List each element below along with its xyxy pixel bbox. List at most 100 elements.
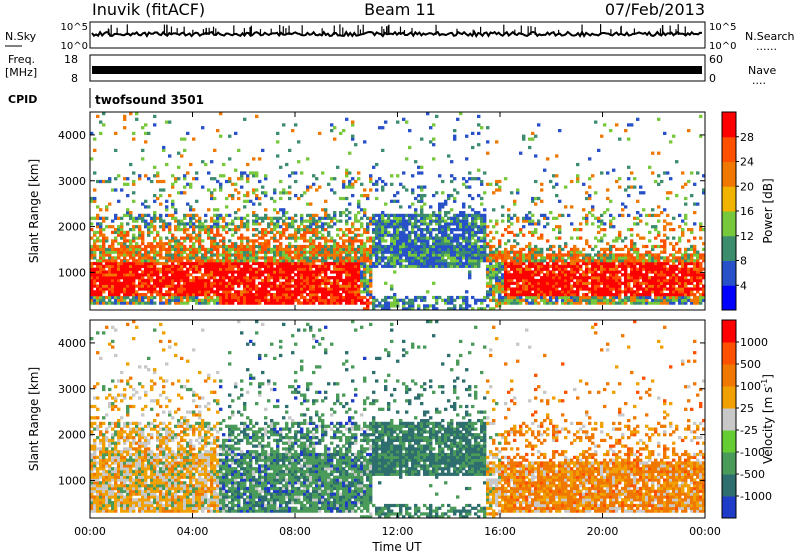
heatmap-cell <box>561 253 565 257</box>
heatmap-cell <box>495 278 499 283</box>
heatmap-cell <box>510 216 514 220</box>
heatmap-cell <box>315 222 319 226</box>
heatmap-cell <box>195 171 199 175</box>
heatmap-cell <box>123 239 127 243</box>
heatmap-cell <box>264 267 268 271</box>
heatmap-cell <box>387 256 391 260</box>
heatmap-cell <box>477 228 481 232</box>
heatmap-cell <box>165 222 169 226</box>
heatmap-cell <box>252 295 256 300</box>
heatmap-cell <box>222 174 226 178</box>
heatmap-cell <box>519 298 523 302</box>
heatmap-cell <box>123 213 127 218</box>
heatmap-cell <box>282 259 286 263</box>
heatmap-cell <box>195 236 199 240</box>
heatmap-cell <box>135 247 139 252</box>
heatmap-cell <box>405 247 409 252</box>
heatmap-cell <box>639 301 643 305</box>
heatmap-cell <box>429 247 433 252</box>
heatmap-cell <box>540 250 544 254</box>
heatmap-cell <box>219 213 223 218</box>
heatmap-cell <box>189 290 193 294</box>
heatmap-cell <box>210 177 214 181</box>
heatmap-cell <box>249 264 253 268</box>
heatmap-cell <box>324 211 328 215</box>
heatmap-cell <box>393 250 397 254</box>
heatmap-cell <box>465 157 469 161</box>
heatmap-cell <box>453 233 457 237</box>
heatmap-cell <box>627 253 631 257</box>
heatmap-cell <box>153 250 157 254</box>
heatmap-cell <box>249 293 253 297</box>
heatmap-cell <box>624 276 628 280</box>
heatmap-cell <box>309 230 313 235</box>
heatmap-cell <box>237 298 241 302</box>
heatmap-cell <box>390 247 394 252</box>
heatmap-cell <box>354 281 358 285</box>
heatmap-cell <box>312 253 316 257</box>
heatmap-cell <box>201 247 205 252</box>
heatmap-cell <box>189 295 193 300</box>
heatmap-cell <box>225 230 229 235</box>
heatmap-cell <box>120 253 124 257</box>
heatmap-cell <box>222 253 226 257</box>
heatmap-cell <box>477 244 481 249</box>
heatmap-cell <box>186 278 190 283</box>
heatmap-cell <box>582 295 586 300</box>
heatmap-cell <box>585 267 589 271</box>
heatmap-cell <box>630 293 634 297</box>
heatmap-cell <box>327 253 331 257</box>
heatmap-cell <box>513 293 517 297</box>
heatmap-cell <box>495 256 499 260</box>
heatmap-cell <box>639 276 643 280</box>
heatmap-cell <box>168 281 172 285</box>
heatmap-cell <box>219 287 223 291</box>
heatmap-cell <box>225 247 229 252</box>
heatmap-cell <box>327 256 331 260</box>
heatmap-cell <box>489 273 493 277</box>
heatmap-cell <box>384 230 388 235</box>
heatmap-cell <box>228 276 232 280</box>
heatmap-cell <box>216 273 220 277</box>
heatmap-cell <box>165 290 169 294</box>
heatmap-cell <box>363 188 367 192</box>
heatmap-cell <box>255 293 259 297</box>
heatmap-cell <box>366 216 370 220</box>
heatmap-cell <box>444 264 448 268</box>
heatmap-cell <box>279 242 283 246</box>
heatmap-cell <box>660 276 664 280</box>
heatmap-cell <box>204 298 208 302</box>
heatmap-cell <box>543 290 547 294</box>
heatmap-cell <box>399 222 403 226</box>
heatmap-cell <box>321 298 325 302</box>
heatmap-cell <box>378 301 382 305</box>
heatmap-cell <box>351 182 355 186</box>
heatmap-cell <box>396 253 400 257</box>
heatmap-cell <box>324 276 328 280</box>
heatmap-cell <box>348 236 352 240</box>
heatmap-cell <box>441 202 445 206</box>
heatmap-cell <box>126 253 130 257</box>
heatmap-cell <box>474 213 478 218</box>
heatmap-cell <box>369 256 373 260</box>
heatmap-cell <box>93 188 97 192</box>
heatmap-cell <box>402 239 406 243</box>
heatmap-cell <box>126 284 130 288</box>
heatmap-cell <box>249 171 253 175</box>
heatmap-cell <box>396 242 400 246</box>
heatmap-cell <box>450 307 454 311</box>
heatmap-cell <box>180 219 184 223</box>
heatmap-cell <box>597 287 601 291</box>
heatmap-cell <box>216 270 220 274</box>
heatmap-cell <box>153 273 157 277</box>
heatmap-cell <box>657 270 661 274</box>
heatmap-cell <box>327 301 331 305</box>
heatmap-cell <box>162 188 166 192</box>
heatmap-cell <box>396 236 400 240</box>
heatmap-cell <box>384 182 388 186</box>
heatmap-cell <box>213 247 217 252</box>
heatmap-cell <box>561 278 565 283</box>
heatmap-cell <box>135 117 139 121</box>
heatmap-cell <box>498 179 502 184</box>
heatmap-cell <box>201 239 205 243</box>
